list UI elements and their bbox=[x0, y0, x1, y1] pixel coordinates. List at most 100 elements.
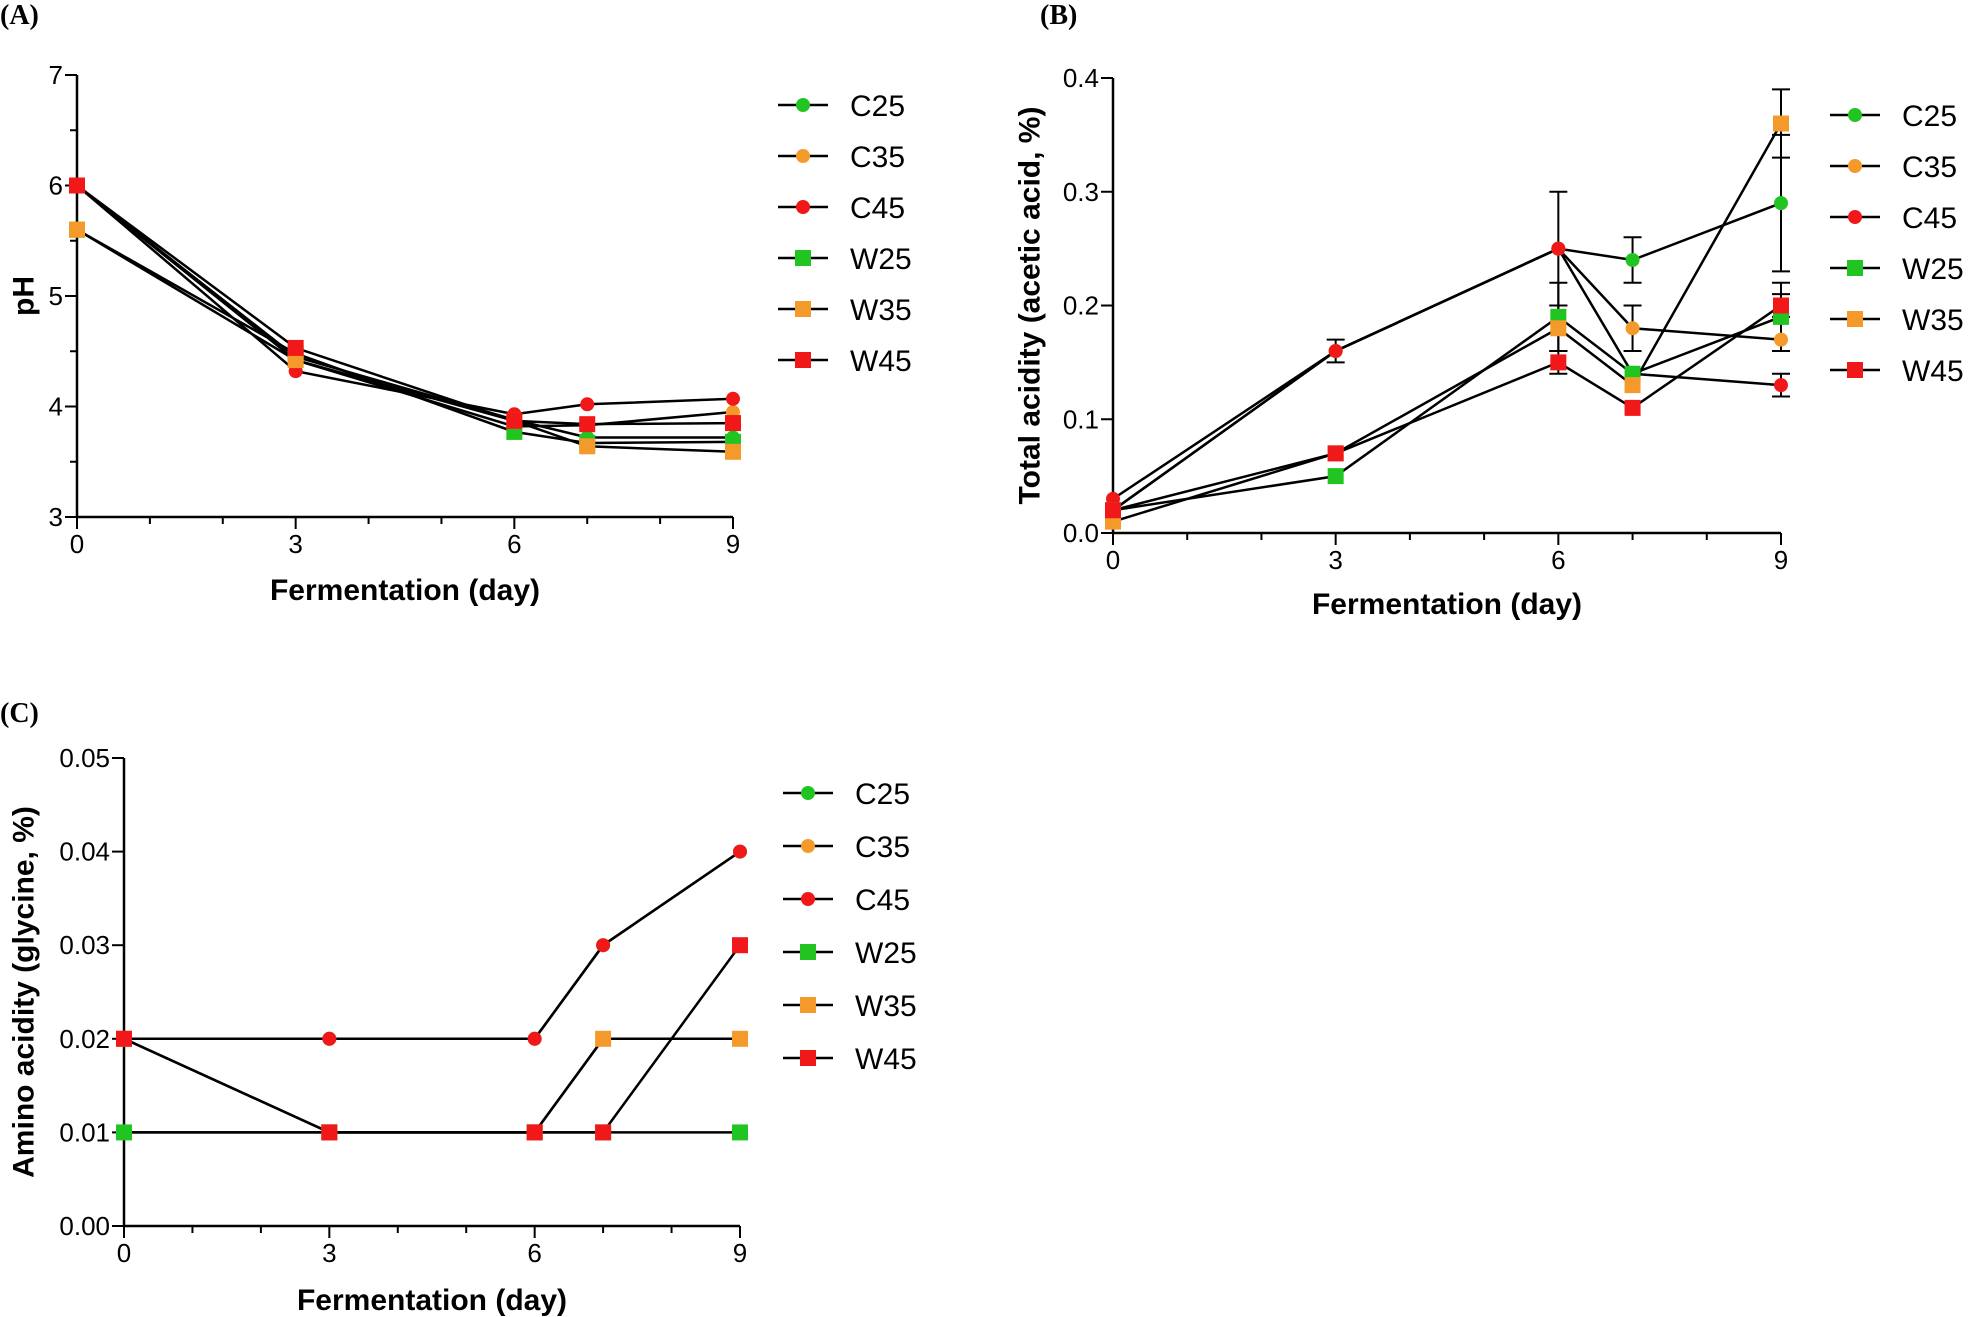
point-w35 bbox=[287, 352, 304, 369]
x-tick-label: 6 bbox=[507, 529, 521, 559]
x-tick-label: 9 bbox=[733, 1238, 747, 1268]
legend-marker-w35 bbox=[795, 301, 811, 317]
point-w45 bbox=[526, 1124, 543, 1141]
point-w25 bbox=[732, 1124, 748, 1141]
point-w35 bbox=[579, 438, 596, 455]
legend: C25 C35 C45 W25 W35 W45 bbox=[1830, 100, 1964, 388]
y-tick-label: 0.3 bbox=[1063, 177, 1099, 207]
legend-marker-w25 bbox=[800, 944, 816, 960]
legend-marker-c25 bbox=[801, 786, 815, 800]
legend-marker-c35 bbox=[801, 839, 815, 853]
y-tick-label: 0.03 bbox=[59, 930, 110, 960]
x-tick-label: 0 bbox=[117, 1238, 131, 1268]
legend-label: C35 bbox=[1902, 151, 1957, 184]
point-w45 bbox=[1105, 502, 1121, 519]
point-c45 bbox=[1551, 241, 1566, 256]
point-c35 bbox=[1774, 332, 1788, 347]
point-w45 bbox=[595, 1124, 612, 1141]
point-w35 bbox=[1624, 377, 1641, 394]
panel-label: (B) bbox=[1040, 0, 1077, 31]
x-tick-label: 9 bbox=[726, 529, 740, 559]
point-w45 bbox=[1327, 445, 1344, 462]
point-w45 bbox=[1624, 399, 1641, 416]
legend-marker-c35 bbox=[796, 149, 810, 163]
y-tick-label: 0.02 bbox=[59, 1024, 110, 1054]
x-tick-label: 6 bbox=[527, 1238, 541, 1268]
y-axis-title: Total acidity (acetic acid, %) bbox=[1014, 107, 1047, 505]
series-line-c35 bbox=[1112, 247, 1782, 512]
legend-marker-c45 bbox=[796, 200, 810, 214]
x-axis-title: Fermentation (day) bbox=[270, 574, 540, 607]
x-tick-label: 6 bbox=[1551, 545, 1565, 575]
y-tick-label: 0.01 bbox=[59, 1117, 110, 1147]
point-c45 bbox=[726, 391, 740, 406]
series-line-c35 bbox=[124, 1037, 740, 1134]
x-tick-label: 3 bbox=[288, 529, 302, 559]
series-line-w35 bbox=[123, 1037, 740, 1134]
y-tick-label: 3 bbox=[49, 502, 63, 532]
point-w45 bbox=[287, 339, 304, 356]
legend-marker-w35 bbox=[800, 997, 816, 1013]
legend-label: C25 bbox=[1902, 100, 1957, 133]
series-line-w35 bbox=[1112, 122, 1783, 523]
legend-label: W25 bbox=[855, 937, 917, 970]
series-line-c45 bbox=[76, 184, 734, 416]
series-line-c45 bbox=[124, 850, 741, 1041]
legend-marker-c35 bbox=[1848, 159, 1862, 173]
x-tick-label: 0 bbox=[70, 529, 84, 559]
x-axis-title: Fermentation (day) bbox=[1312, 588, 1582, 621]
point-w35 bbox=[725, 443, 741, 460]
point-w45 bbox=[321, 1124, 338, 1141]
y-axis-title: Amino acidity (glycine, %) bbox=[8, 806, 41, 1178]
point-c35 bbox=[1625, 321, 1640, 336]
legend-marker-w25 bbox=[1847, 260, 1863, 276]
point-w35 bbox=[69, 221, 85, 238]
point-w45 bbox=[69, 177, 85, 194]
series-line-c25 bbox=[76, 184, 733, 439]
y-tick-label: 6 bbox=[49, 171, 63, 201]
series-line-w25 bbox=[1112, 315, 1782, 512]
legend-label: W25 bbox=[1902, 253, 1964, 286]
legend-marker-w35 bbox=[1847, 311, 1863, 327]
legend-label: C45 bbox=[855, 884, 910, 917]
legend-marker-c25 bbox=[796, 98, 810, 112]
point-c45 bbox=[322, 1031, 337, 1046]
point-w45 bbox=[116, 1030, 132, 1047]
legend: C25 C35 C45 W25 W35 W45 bbox=[783, 778, 917, 1076]
x-tick-label: 9 bbox=[1774, 545, 1788, 575]
y-tick-label: 0.0 bbox=[1063, 518, 1099, 548]
legend-marker-c45 bbox=[801, 892, 815, 906]
legend-marker-c25 bbox=[1848, 108, 1862, 122]
series-line-w45 bbox=[1112, 304, 1782, 512]
point-w35 bbox=[1773, 115, 1789, 132]
point-w35 bbox=[595, 1030, 612, 1047]
legend-label: W45 bbox=[850, 345, 912, 378]
y-tick-label: 5 bbox=[49, 281, 63, 311]
point-c25 bbox=[1774, 196, 1788, 211]
y-tick-label: 0.05 bbox=[59, 743, 110, 773]
legend-marker-w45 bbox=[795, 352, 811, 368]
point-w45 bbox=[732, 937, 748, 954]
point-c45 bbox=[1774, 378, 1788, 393]
legend-label: C35 bbox=[855, 831, 910, 864]
x-axis-title: Fermentation (day) bbox=[297, 1284, 567, 1317]
legend: C25 C35 C45 W25 W35 W45 bbox=[778, 90, 912, 378]
y-tick-label: 0.4 bbox=[1063, 63, 1099, 93]
y-axis-title: pH bbox=[8, 276, 41, 316]
point-w45 bbox=[506, 412, 523, 429]
point-w45 bbox=[1550, 354, 1567, 371]
legend-marker-w45 bbox=[800, 1050, 816, 1066]
point-c25 bbox=[1625, 253, 1640, 267]
point-w45 bbox=[1773, 297, 1789, 314]
point-w25 bbox=[1327, 468, 1344, 485]
point-w45 bbox=[579, 416, 596, 433]
series-line-c25 bbox=[124, 850, 741, 1041]
legend-marker-c45 bbox=[1848, 210, 1862, 224]
legend-label: C35 bbox=[850, 141, 905, 174]
y-tick-label: 4 bbox=[49, 392, 63, 422]
y-tick-label: 0.00 bbox=[59, 1211, 110, 1241]
legend-label: W35 bbox=[850, 294, 912, 327]
point-c45 bbox=[580, 397, 595, 412]
